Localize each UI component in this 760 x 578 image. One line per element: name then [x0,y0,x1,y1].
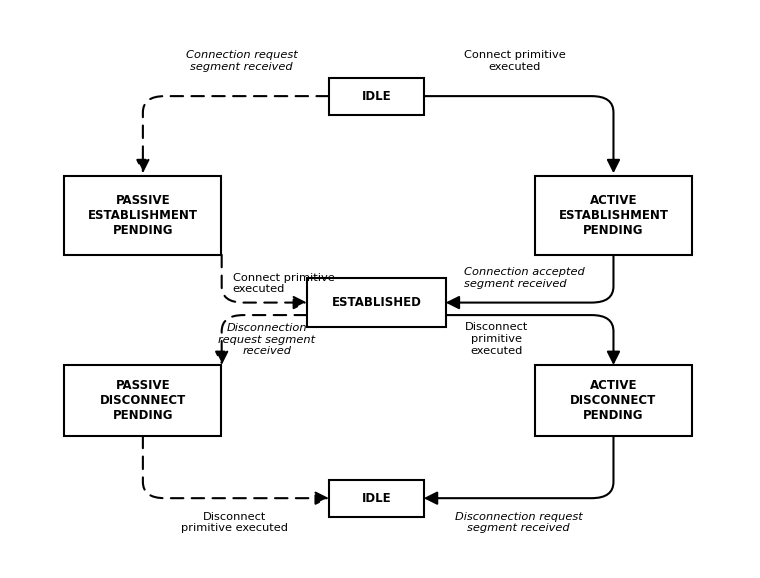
Text: Connection request
segment received: Connection request segment received [185,50,297,72]
FancyArrowPatch shape [138,96,329,171]
Text: Connect primitive
executed: Connect primitive executed [464,50,566,72]
Bar [329,480,424,517]
FancyArrowPatch shape [445,315,619,363]
Bar [65,176,221,255]
Text: ACTIVE
DISCONNECT
PENDING: ACTIVE DISCONNECT PENDING [570,379,657,422]
FancyArrowPatch shape [448,255,613,308]
FancyArrowPatch shape [216,315,307,363]
Text: ACTIVE
ESTABLISHMENT
PENDING: ACTIVE ESTABLISHMENT PENDING [559,194,669,237]
Text: Disconnection
request segment
received: Disconnection request segment received [218,323,315,356]
Text: ESTABLISHED: ESTABLISHED [331,296,421,309]
Bar [329,77,424,114]
Bar [307,278,445,327]
Text: PASSIVE
ESTABLISHMENT
PENDING: PASSIVE ESTABLISHMENT PENDING [88,194,198,237]
Text: IDLE: IDLE [362,492,391,505]
Text: Connect primitive
executed: Connect primitive executed [233,273,334,294]
Text: IDLE: IDLE [362,90,391,103]
FancyArrowPatch shape [426,436,613,504]
FancyArrowPatch shape [143,436,327,504]
Text: Connection accepted
segment received: Connection accepted segment received [464,268,584,289]
FancyArrowPatch shape [222,255,305,308]
Bar [535,176,692,255]
Text: Disconnect
primitive
executed: Disconnect primitive executed [465,323,528,355]
Text: Disconnect
primitive executed: Disconnect primitive executed [181,512,287,533]
FancyArrowPatch shape [424,96,619,171]
Text: Disconnection request
segment received: Disconnection request segment received [454,512,582,533]
Text: PASSIVE
DISCONNECT
PENDING: PASSIVE DISCONNECT PENDING [100,379,186,422]
Bar [65,365,221,436]
Bar [535,365,692,436]
